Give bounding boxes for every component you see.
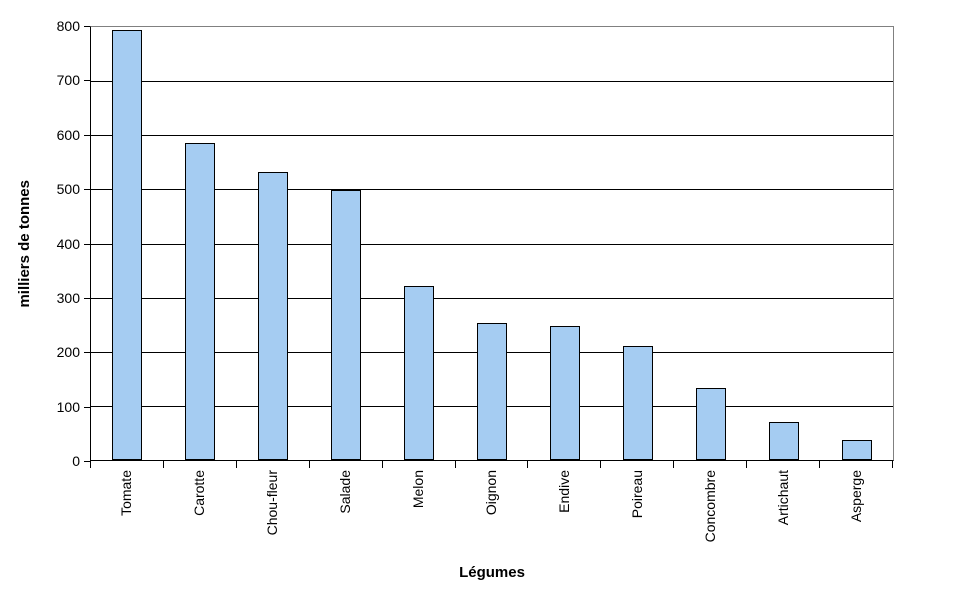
y-tick-300 bbox=[84, 297, 90, 299]
bar-artichaut bbox=[768, 422, 799, 460]
x-tick-3 bbox=[308, 461, 310, 468]
x-tick-4 bbox=[381, 461, 383, 468]
x-category-label-tomate: Tomate bbox=[90, 470, 163, 588]
x-category-label-poireau: Poireau bbox=[600, 470, 673, 588]
x-category-label-asperge: Asperge bbox=[819, 470, 892, 588]
gridline-400 bbox=[91, 243, 893, 245]
bar-endive bbox=[549, 326, 580, 460]
x-tick-11 bbox=[892, 461, 893, 468]
bar-chou-fleur bbox=[258, 172, 289, 460]
x-tick-10 bbox=[819, 461, 821, 468]
x-category-label-text: Tomate bbox=[118, 470, 135, 516]
bar-melon bbox=[404, 285, 435, 460]
bar-asperge bbox=[841, 439, 872, 460]
x-tick-6 bbox=[527, 461, 529, 468]
gridline-300 bbox=[91, 297, 893, 299]
x-tick-5 bbox=[454, 461, 456, 468]
gridline-500 bbox=[91, 189, 893, 191]
y-tick-800 bbox=[84, 26, 90, 27]
x-tick-8 bbox=[673, 461, 675, 468]
x-tick-1 bbox=[162, 461, 164, 468]
x-category-label-artichaut: Artichaut bbox=[746, 470, 819, 588]
x-tick-2 bbox=[235, 461, 237, 468]
x-category-label-text: Oignon bbox=[482, 470, 499, 516]
x-category-label-chou-fleur: Chou-fleur bbox=[236, 470, 309, 588]
y-tick-label-300: 300 bbox=[56, 289, 80, 306]
y-tick-500 bbox=[84, 189, 90, 191]
bar-carotte bbox=[185, 143, 216, 460]
x-category-label-text: Chou-fleur bbox=[264, 470, 281, 536]
y-tick-label-200: 200 bbox=[56, 344, 80, 361]
x-category-label-concombre: Concombre bbox=[673, 470, 746, 588]
x-category-label-text: Salade bbox=[337, 470, 354, 514]
x-category-label-text: Poireau bbox=[628, 470, 645, 519]
x-tick-7 bbox=[600, 461, 602, 468]
bar-poireau bbox=[622, 346, 653, 460]
x-category-label-carotte: Carotte bbox=[163, 470, 236, 588]
y-tick-label-0: 0 bbox=[72, 453, 80, 469]
y-tick-0 bbox=[84, 461, 90, 462]
bar-tomate bbox=[112, 29, 143, 460]
y-tick-label-600: 600 bbox=[56, 126, 80, 143]
y-tick-label-100: 100 bbox=[56, 398, 80, 415]
x-category-label-text: Endive bbox=[555, 470, 572, 513]
y-tick-600 bbox=[84, 134, 90, 136]
y-tick-200 bbox=[84, 352, 90, 354]
gridline-700 bbox=[91, 81, 893, 83]
x-category-label-endive: Endive bbox=[527, 470, 600, 588]
x-category-label-text: Artichaut bbox=[774, 470, 791, 526]
bar-oignon bbox=[477, 322, 507, 460]
y-tick-100 bbox=[84, 406, 90, 408]
y-tick-label-400: 400 bbox=[56, 235, 80, 252]
gridline-600 bbox=[91, 135, 893, 137]
x-category-label-text: Carotte bbox=[191, 470, 208, 516]
x-tick-0 bbox=[90, 461, 91, 468]
bar-salade bbox=[331, 190, 362, 460]
y-tick-label-500: 500 bbox=[56, 181, 80, 198]
y-tick-400 bbox=[84, 243, 90, 245]
plot-area bbox=[90, 26, 894, 461]
x-category-label-melon: Melon bbox=[382, 470, 455, 588]
x-tick-9 bbox=[746, 461, 748, 468]
x-category-label-text: Melon bbox=[410, 470, 427, 509]
x-category-label-salade: Salade bbox=[309, 470, 382, 588]
bar-concombre bbox=[695, 388, 726, 460]
y-tick-700 bbox=[84, 80, 90, 82]
x-category-label-text: Asperge bbox=[847, 470, 864, 523]
y-tick-label-700: 700 bbox=[56, 72, 80, 89]
x-category-label-oignon: Oignon bbox=[455, 470, 528, 588]
y-tick-label-800: 800 bbox=[56, 18, 80, 34]
x-axis-title: Légumes bbox=[459, 564, 525, 581]
x-category-label-text: Concombre bbox=[701, 470, 718, 543]
